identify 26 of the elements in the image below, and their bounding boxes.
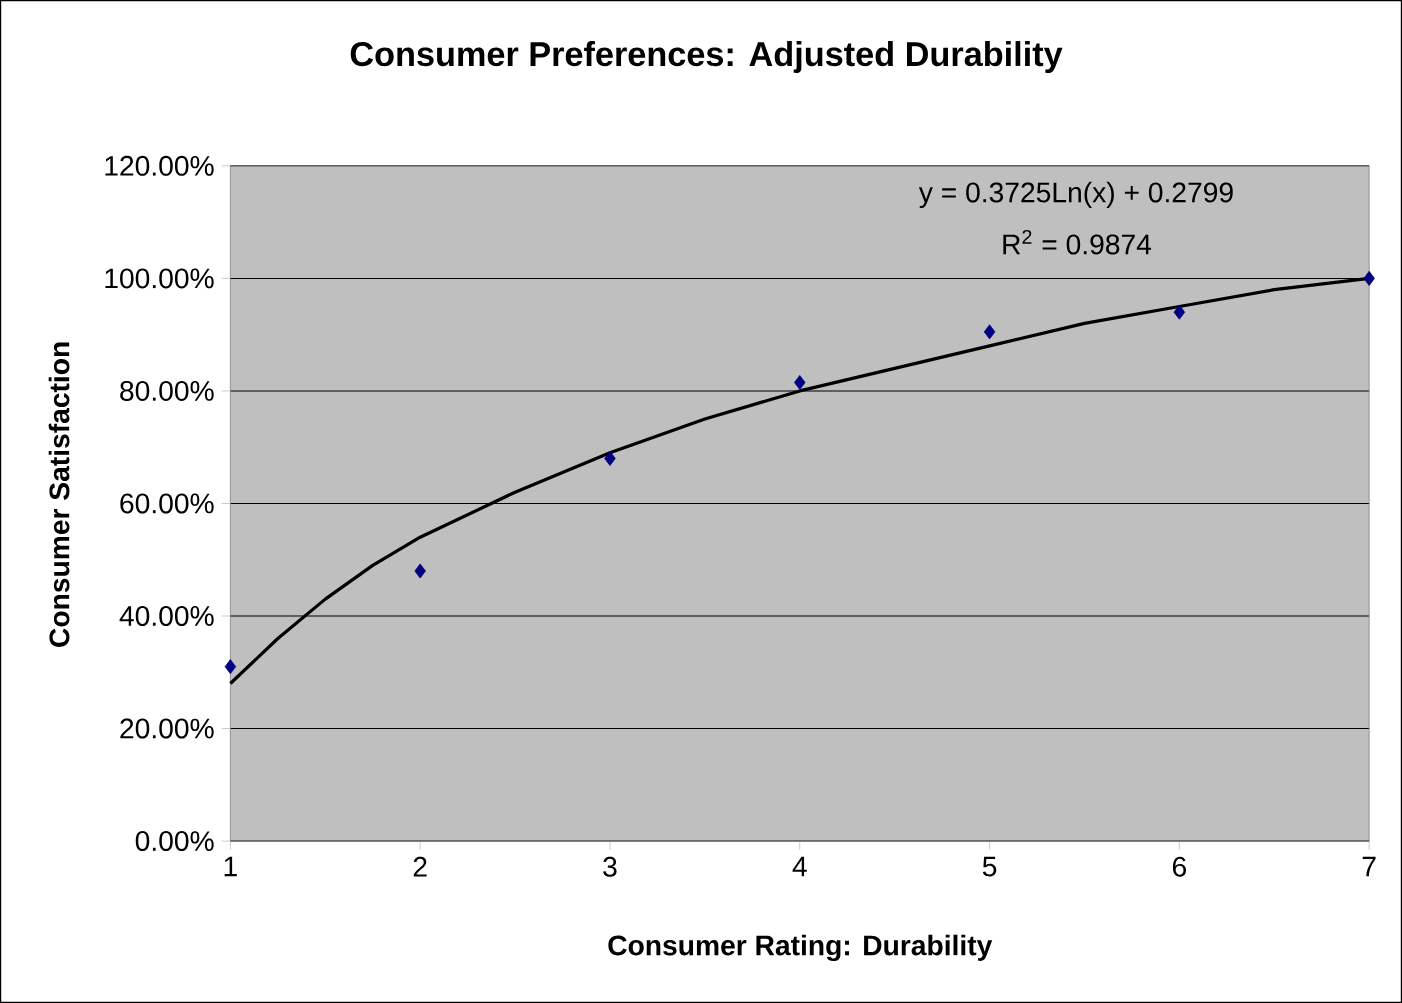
y-axis-title: Consumer Satisfaction — [48, 342, 70, 647]
point — [414, 563, 426, 579]
y-tick-label: 120.00% — [105, 155, 214, 176]
x-axis-title: Consumer Rating: Durability — [608, 934, 993, 962]
y-tick-label: 40.00% — [119, 606, 214, 627]
y-tick-label: 100.00% — [105, 268, 214, 289]
x-tick-label: 6 — [1172, 856, 1186, 877]
x-tick-label: 2 — [413, 856, 427, 877]
x-tick-label: 5 — [982, 856, 997, 877]
point — [224, 659, 237, 675]
point — [794, 375, 806, 390]
y-tick-label: 0.00% — [135, 831, 214, 852]
y-tick-label: 60.00% — [120, 493, 214, 514]
chart-title: Consumer Preferences: Adjusted Durability — [350, 41, 1063, 74]
y-tick-label: 80.00% — [120, 380, 214, 401]
x-tick-label: 7 — [1362, 856, 1376, 877]
annotation: R$^{2}$ = 0.9874 — [1003, 229, 1152, 255]
x-tick-label: 3 — [603, 856, 617, 877]
x-tick-label: 1 — [224, 856, 237, 877]
point — [604, 451, 616, 466]
point — [1363, 270, 1375, 286]
point — [983, 324, 996, 340]
annotation: y = 0.3725Ln(x) + 0.2799 — [918, 181, 1233, 209]
x-tick-label: 4 — [792, 856, 807, 877]
point — [1173, 304, 1186, 320]
y-tick-label: 20.00% — [120, 718, 214, 739]
